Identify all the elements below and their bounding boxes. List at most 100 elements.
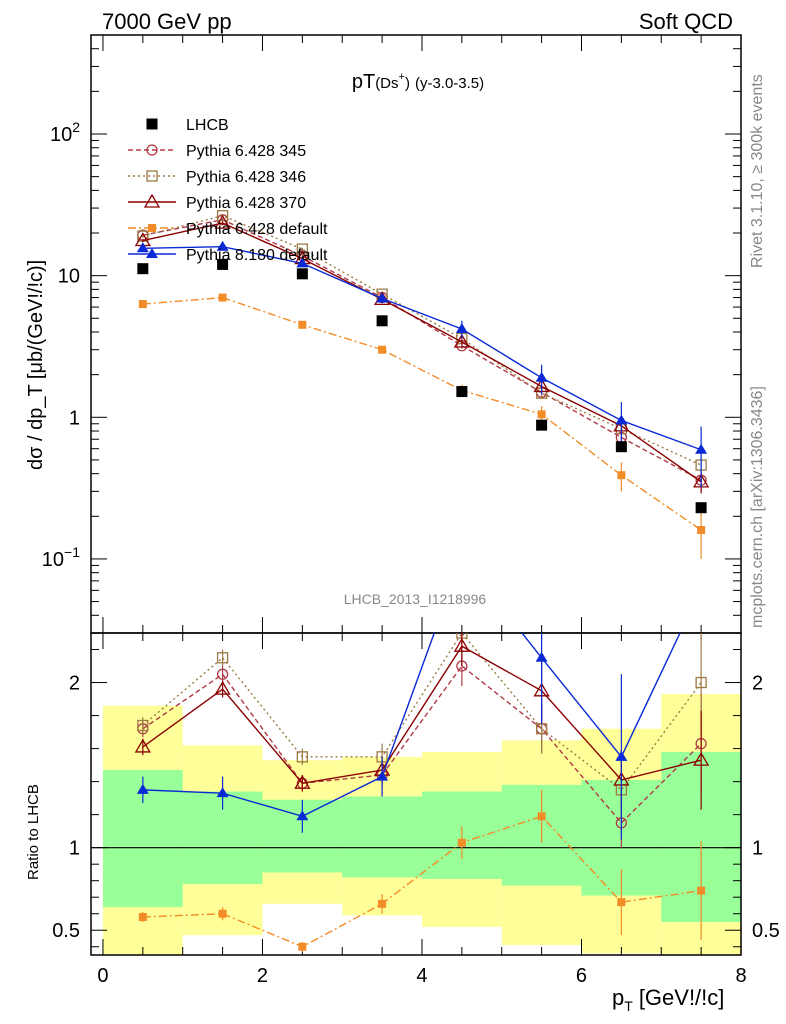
legend-marker-2: [146, 170, 158, 182]
ratio-point-3: [298, 942, 307, 951]
legend-marker-4: [148, 224, 156, 232]
ratio-line-0: [142, 665, 702, 824]
legend-marker-1: [146, 144, 158, 156]
ratio-series: [134, 633, 710, 952]
ratio-point-1: [137, 719, 149, 732]
header-right: Soft QCD: [639, 9, 733, 34]
ratio-point-3: [138, 913, 147, 922]
point-5: [136, 242, 149, 253]
ratio-uncertainty-bands: [91, 694, 741, 955]
legend-label-4: Pythia 6.428 default: [186, 221, 328, 238]
ratio-point-1: [216, 652, 229, 664]
point-0: [217, 258, 229, 270]
x-axis-label-sub: T: [624, 998, 633, 1014]
y-tick-exp: 2: [72, 119, 80, 135]
series-line-1: [142, 219, 702, 481]
main-ylabel: dσ / dp_T [μb/(GeV!/!c)]: [25, 260, 47, 470]
legend-label-3: Pythia 6.428 370: [186, 195, 306, 212]
ratio-y-tick-label-right: 1: [752, 838, 763, 860]
ratio-point-0: [216, 668, 229, 680]
point-0: [536, 419, 548, 431]
ratio-point-3: [378, 899, 387, 908]
ratio-series-2: [134, 633, 710, 810]
legend-marker-3: [143, 193, 161, 208]
point-5: [296, 257, 309, 268]
ratio-point-4: [615, 750, 628, 761]
x-axis-label-units: [GeV!/!c]: [639, 985, 725, 1010]
x-tick-label: 8: [735, 965, 746, 987]
point-5: [695, 443, 708, 454]
ratio-frame: [90, 632, 742, 956]
ratio-y-tick-label: 1: [69, 838, 80, 860]
x-tick-label: 4: [416, 965, 427, 987]
y-tick-exp: −1: [64, 544, 80, 560]
rivet-label: Rivet 3.1.10, ≥ 300k events: [749, 74, 766, 268]
ratio-ylabel: Ratio to LHCB: [25, 784, 42, 880]
main-series: [134, 210, 710, 559]
plot-frames: [90, 34, 742, 956]
band-inner-3: [342, 796, 422, 878]
point-4: [218, 293, 227, 302]
point-4: [537, 410, 546, 419]
ratio-y-tick-label: 0.5: [52, 920, 80, 942]
main-ylabel-text: dσ / dp_T [μb/(GeV!/!c)]: [25, 260, 47, 470]
series-line-5: [142, 246, 702, 451]
x-axis-label-main: p: [612, 985, 624, 1010]
ratio-line-4: [142, 633, 681, 818]
ratio-point-3: [617, 898, 626, 907]
legend-marker-0: [146, 118, 158, 130]
plot-title-main: pT: [352, 71, 375, 93]
ratio-point-2: [692, 751, 710, 766]
series-line-4: [142, 296, 702, 531]
x-tick-label: 6: [576, 965, 587, 987]
point-2: [296, 243, 308, 255]
main-y-tick-label: 10−1: [42, 544, 80, 571]
series-line-3: [142, 222, 702, 483]
point-4: [617, 471, 626, 480]
ratio-point-3: [457, 838, 466, 847]
point-5: [615, 414, 628, 425]
ratio-point-4: [296, 810, 309, 821]
ratio-point-1: [695, 676, 707, 689]
point-2: [216, 210, 229, 222]
ratio-point-4: [535, 651, 548, 662]
x-tick-label: 0: [97, 965, 108, 987]
ratio-series-4: [136, 633, 681, 840]
plot-title-close: ): [405, 75, 410, 92]
ratio-point-3: [218, 909, 227, 918]
legend-label-1: Pythia 6.428 345: [186, 143, 306, 160]
point-4: [298, 320, 307, 329]
plot-title-suffix: (y-3.0-3.5): [415, 75, 484, 92]
point-3: [214, 214, 231, 229]
point-0: [615, 441, 627, 453]
ratio-y-tick-label-right: 2: [752, 673, 763, 695]
ratio-point-4: [376, 770, 389, 781]
point-0: [376, 315, 388, 327]
ratio-line-3: [142, 815, 702, 948]
point-3: [453, 333, 470, 348]
analysis-id: LHCB_2013_I1218996: [344, 591, 487, 607]
ratio-point-4: [136, 783, 149, 794]
point-0: [456, 386, 468, 398]
y-tick-base: 10: [50, 124, 72, 146]
x-axis-label: pT [GeV!/!c]: [612, 985, 724, 1014]
ratio-point-2: [134, 738, 151, 753]
point-4: [378, 345, 387, 354]
y-tick-base: 10: [42, 549, 64, 571]
point-0: [296, 268, 308, 280]
ratio-y-tick-label: 2: [69, 673, 80, 695]
ratio-point-4: [216, 787, 229, 798]
point-4: [697, 526, 706, 535]
legend-label-5: Pythia 8.180 default: [186, 247, 328, 264]
ratio-y-tick-label-right: 0.5: [752, 920, 780, 942]
legend: LHCB Pythia 6.428 345 Pythia 6.428 346 Pyth…: [128, 117, 328, 264]
ratio-point-3: [697, 886, 706, 895]
ratio-series-3: [138, 789, 706, 952]
ratio-point-2: [294, 774, 311, 789]
header-left: 7000 GeV pp: [102, 9, 232, 34]
plot-title-paren: (Ds: [375, 75, 398, 92]
main-y-tick-label: 10: [58, 266, 80, 288]
x-tick-label: 2: [257, 965, 268, 987]
